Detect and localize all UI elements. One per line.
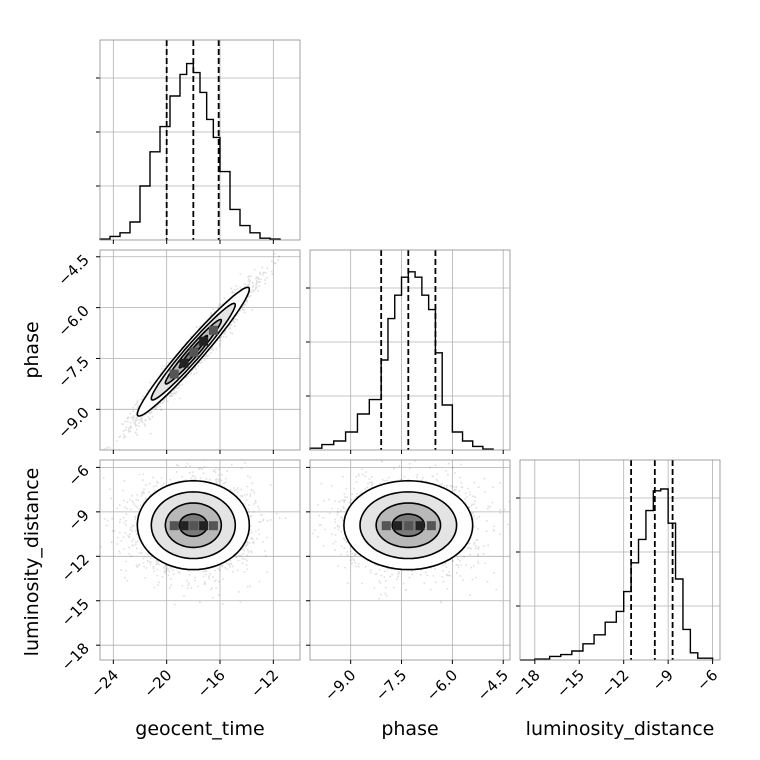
scatter-panel-phase-luminosity_distance (306, 459, 511, 664)
density-cell (189, 521, 199, 531)
panel-frame (309, 459, 511, 661)
y-tick-label-phase: −9.0 (54, 403, 92, 441)
histogram-step-phase (309, 271, 494, 450)
x-tick-label-phase: −4.5 (474, 666, 512, 704)
panel-frame (99, 39, 301, 241)
density-cell (393, 521, 403, 531)
y-tick-label-luminosity_distance: −18 (58, 639, 93, 674)
density-cell (404, 521, 414, 531)
density-cell (199, 336, 209, 346)
density-cell (179, 358, 189, 368)
density-cell (208, 521, 218, 531)
x-tick-label-geocent_time: −20 (140, 666, 175, 701)
y-tick-label-luminosity_distance: −9 (64, 506, 92, 534)
x-tick-label-geocent_time: −16 (194, 666, 229, 701)
x-tick-label-luminosity_distance: −12 (597, 666, 632, 701)
x-tick-label-geocent_time: −12 (247, 666, 282, 701)
x-tick-label-geocent_time: −24 (87, 666, 122, 701)
hist-panel-luminosity_distance (516, 459, 721, 664)
y-tick-label-phase: −4.5 (54, 251, 92, 289)
density-cell (179, 521, 189, 531)
hist-panel-geocent_time (96, 39, 301, 244)
x-tick-label-phase: −9.0 (321, 666, 359, 704)
x-tick-label-phase: −6.0 (423, 666, 461, 704)
x-axis-label-geocent_time: geocent_time (135, 718, 264, 740)
hist-panel-phase (306, 249, 511, 454)
histogram-step-geocent_time (99, 62, 281, 240)
y-tick-label-luminosity_distance: −15 (58, 595, 93, 630)
panel-frame (99, 459, 301, 661)
density-cell (169, 521, 179, 531)
panel-frame (519, 459, 721, 661)
density-cell (415, 521, 425, 531)
density-cell (169, 369, 179, 379)
x-tick-label-luminosity_distance: −9 (649, 666, 677, 694)
x-tick-label-phase: −7.5 (372, 666, 410, 704)
panel-frame (309, 249, 511, 451)
y-tick-label-luminosity_distance: −12 (58, 550, 93, 585)
y-tick-label-phase: −6.0 (54, 302, 92, 340)
x-tick-label-luminosity_distance: −6 (693, 666, 721, 694)
y-axis-label-luminosity-distance: luminosity_distance (21, 468, 43, 657)
density-cell (426, 521, 436, 531)
x-axis-label-phase: phase (381, 718, 438, 740)
x-tick-label-luminosity_distance: −15 (553, 666, 588, 701)
density-cell (208, 325, 218, 335)
density-cell (189, 347, 199, 357)
scatter-panel-geocent_time-phase (96, 249, 301, 454)
x-tick-label-luminosity_distance: −18 (509, 666, 544, 701)
panel-frame (99, 249, 301, 451)
density-cell (381, 521, 391, 531)
scatter-panel-geocent_time-luminosity_distance (96, 459, 301, 664)
density-cell (199, 521, 209, 531)
y-tick-label-luminosity_distance: −6 (64, 462, 92, 490)
histogram-step-luminosity_distance (520, 488, 714, 661)
x-axis-label-luminosity_distance: luminosity_distance (526, 718, 715, 740)
y-tick-label-phase: −7.5 (54, 353, 92, 391)
y-axis-label-phase: phase (21, 321, 43, 378)
